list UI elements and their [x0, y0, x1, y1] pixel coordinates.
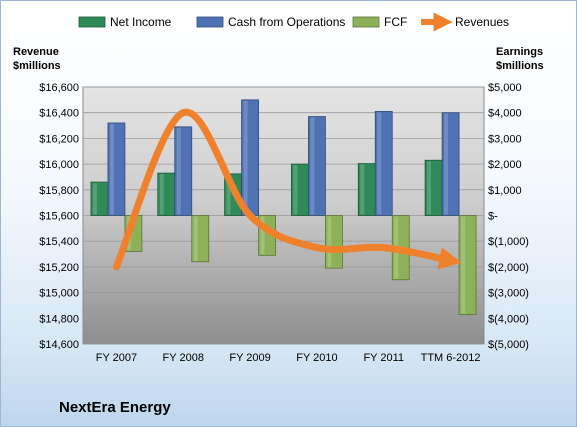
bar-highlight — [243, 100, 248, 215]
bar-cash-from-operations — [441, 112, 460, 216]
x-tick-label: TTM 6-2012 — [421, 352, 481, 364]
bar-highlight — [109, 123, 114, 215]
left-tick-label: $16,200 — [39, 133, 79, 145]
right-axis-title: Earnings — [496, 46, 543, 58]
bar-highlight — [260, 216, 265, 255]
legend-label: Cash from Operations — [228, 15, 345, 29]
left-tick-label: $14,800 — [39, 313, 79, 325]
legend-label: Net Income — [110, 15, 172, 29]
right-axis-title-units: $millions — [496, 60, 544, 72]
right-tick-label: $- — [488, 211, 498, 223]
bar-cash-from-operations — [374, 111, 393, 216]
revenues-line — [112, 108, 462, 271]
bar-fcf — [191, 215, 210, 263]
bar-cash-from-operations — [308, 116, 326, 216]
left-tick-label: $15,200 — [39, 262, 79, 274]
right-tick-label: $4,000 — [488, 108, 522, 120]
bar-cash-from-operations — [107, 122, 126, 216]
x-tick-label: FY 2011 — [363, 352, 404, 364]
bar-fcf — [325, 215, 343, 269]
left-tick-label: $16,000 — [39, 159, 79, 171]
bar-highlight — [176, 127, 181, 215]
legend-label: FCF — [384, 15, 407, 29]
legend-swatch — [196, 16, 224, 28]
legend-swatch — [352, 16, 380, 28]
bar-highlight — [444, 113, 449, 215]
right-tick-label: $5,000 — [488, 82, 522, 94]
bar-highlight — [461, 216, 466, 314]
bar-highlight — [360, 164, 365, 215]
bar-highlight — [293, 165, 298, 215]
legend-swatch — [78, 16, 106, 28]
x-tick-label: FY 2010 — [296, 352, 337, 364]
right-tick-label: $(1,000) — [488, 236, 529, 248]
legend-label: Revenues — [455, 15, 509, 29]
left-tick-label: $15,800 — [39, 185, 79, 197]
bar-highlight — [327, 216, 332, 268]
bar-highlight — [427, 161, 432, 215]
bar-highlight — [377, 112, 382, 215]
left-axis-title-units: $millions — [13, 60, 61, 72]
x-tick-label: FY 2007 — [96, 352, 137, 364]
right-tick-label: $(4,000) — [488, 313, 529, 325]
left-tick-label: $15,400 — [39, 236, 79, 248]
left-tick-label: $14,600 — [39, 339, 79, 351]
right-tick-label: $(3,000) — [488, 288, 529, 300]
left-tick-label: $15,600 — [39, 211, 79, 223]
x-tick-label: FY 2008 — [163, 352, 204, 364]
bar-highlight — [193, 216, 198, 261]
bar-highlight — [92, 183, 97, 215]
right-tick-label: $3,000 — [488, 133, 522, 145]
left-tick-label: $16,400 — [39, 108, 79, 120]
right-tick-label: $1,000 — [488, 185, 522, 197]
bar-cash-from-operations — [174, 126, 193, 216]
right-tick-label: $(2,000) — [488, 262, 529, 274]
bar-highlight — [226, 174, 231, 215]
bar-highlight — [159, 174, 164, 215]
left-tick-label: $16,600 — [39, 82, 79, 94]
company-name: NextEra Energy — [59, 399, 171, 416]
bar-highlight — [310, 117, 315, 215]
left-axis-title: Revenue — [13, 46, 59, 58]
right-tick-label: $(5,000) — [488, 339, 529, 351]
x-tick-label: FY 2009 — [229, 352, 270, 364]
left-tick-label: $15,000 — [39, 288, 79, 300]
right-tick-label: $2,000 — [488, 159, 522, 171]
